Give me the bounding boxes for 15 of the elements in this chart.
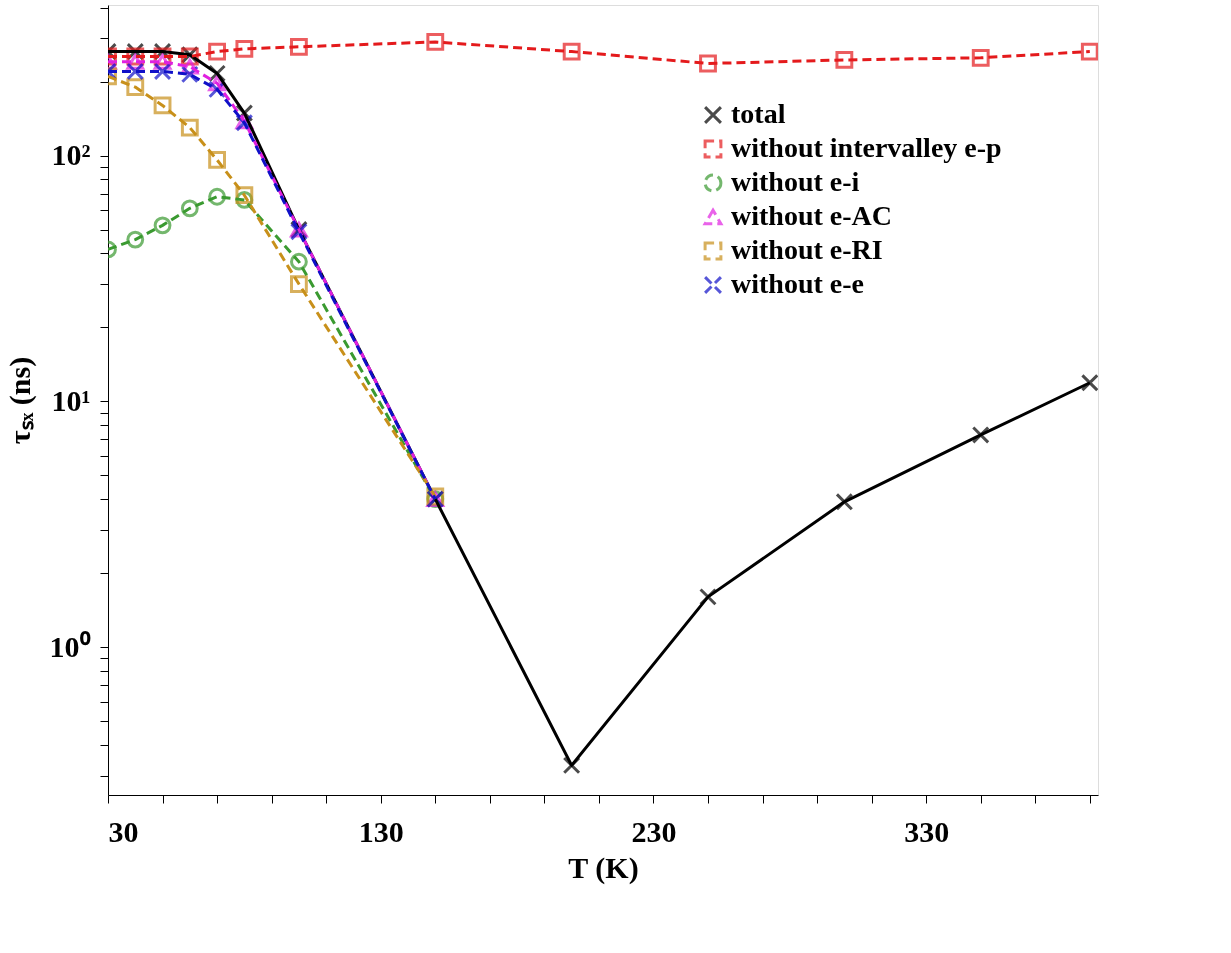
legend-label: without e-i (731, 166, 860, 197)
y-tick-label: 10¹ (51, 383, 91, 417)
y-tick-label: 10⁰ (49, 629, 91, 663)
legend-label: total (731, 98, 786, 129)
x-tick-label: 30 (108, 814, 139, 848)
x-tick-label: 130 (358, 814, 404, 848)
legend-label: without intervalley e-p (731, 132, 1002, 163)
x-tick-label: 330 (904, 814, 950, 848)
y-axis-title: τₛₓ (ns) (2, 356, 37, 445)
x-axis-title: T (K) (568, 850, 639, 885)
legend-label: without e-e (731, 268, 864, 299)
y-tick-label: 10² (51, 138, 91, 172)
x-tick-label: 230 (631, 814, 677, 848)
legend-label: without e-AC (731, 200, 892, 231)
legend-label: without e-RI (731, 234, 883, 265)
